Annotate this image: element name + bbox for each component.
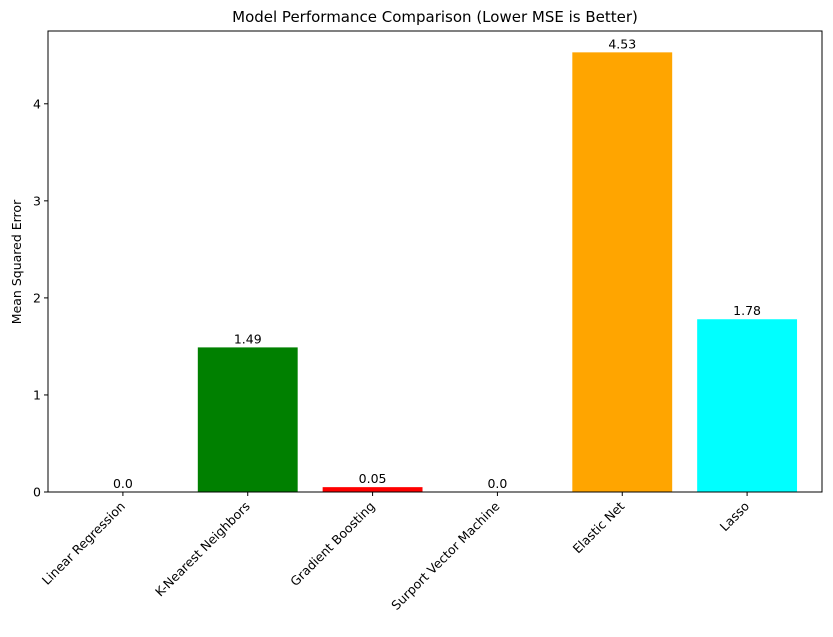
value-labels: 0.0 1.49 0.05 0.0 4.53 1.78 <box>113 36 761 491</box>
bar-value-label: 1.78 <box>733 303 761 318</box>
y-tick-label: 2 <box>33 290 41 305</box>
plot-frame <box>47 30 823 493</box>
y-tick-label: 3 <box>33 193 41 208</box>
bar <box>322 487 423 492</box>
bar-value-label: 4.53 <box>608 36 636 51</box>
bar-value-label: 0.0 <box>487 476 507 491</box>
y-tick-label: 0 <box>33 485 41 500</box>
bars <box>197 52 798 493</box>
chart-title: Model Performance Comparison (Lower MSE … <box>232 8 638 26</box>
y-axis-ticks: 0 1 2 3 4 <box>33 96 48 500</box>
y-axis-label: Mean Squared Error <box>9 199 24 324</box>
y-tick-label: 1 <box>33 387 41 402</box>
bar-value-label: 0.0 <box>113 476 133 491</box>
bar <box>697 319 798 492</box>
bar-value-label: 0.05 <box>359 471 387 486</box>
bar <box>197 347 298 492</box>
bar <box>572 52 673 493</box>
y-tick-label: 4 <box>33 96 41 111</box>
bar-value-label: 1.49 <box>234 331 262 346</box>
